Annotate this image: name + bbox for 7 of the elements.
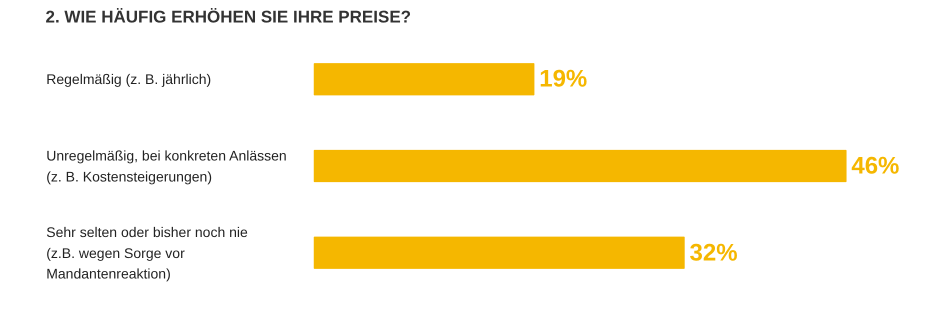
y-tick-label: Unregelmäßig, bei konkreten Anlässen (z. B. Kostensteigerungen)	[46, 148, 287, 184]
data-label: 46%	[851, 152, 900, 180]
data-label: 32%	[690, 239, 738, 266]
data-label: 19%	[539, 66, 588, 93]
y-tick-label: Sehr selten oder bisher noch nie (z.B. wegen Sorge vor Mandantenreaktion)	[46, 224, 248, 282]
y-tick-label: Regelmäßig (z. B. jährlich)	[46, 71, 212, 88]
chart-title: 2. WIE HÄUFIG ERHÖHEN SIE IHRE PREISE?	[46, 8, 412, 26]
